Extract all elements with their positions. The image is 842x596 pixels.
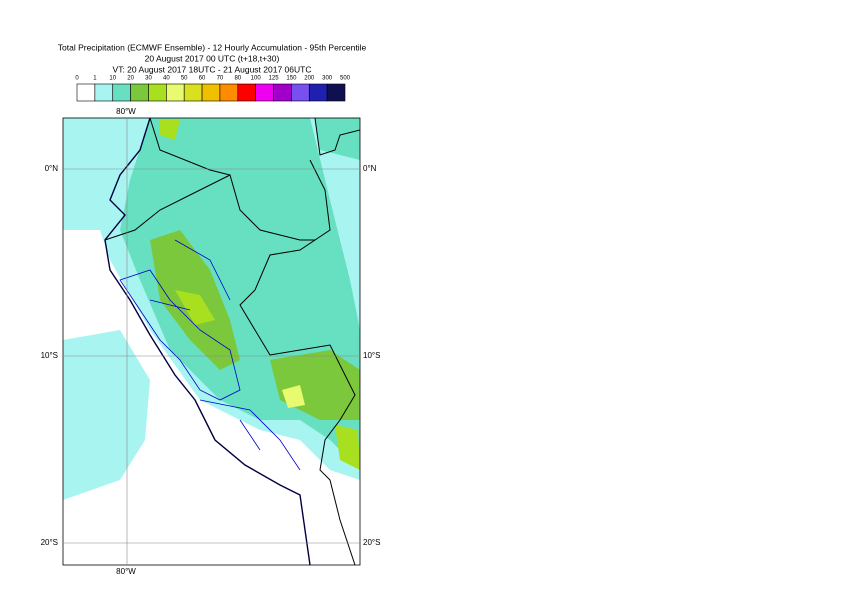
border [149, 118, 360, 241]
legend-label: 10 [109, 76, 116, 82]
legend-swatch [183, 83, 203, 102]
lat-label: 10°S [363, 351, 380, 360]
subtitle: 20 August 2017 00 UTC (t+18,t+30) [145, 53, 280, 63]
legend-swatch [219, 83, 239, 102]
legend-swatch [130, 83, 149, 102]
legend-label: 150 [286, 76, 297, 82]
lat-label: 0°N [45, 164, 59, 173]
legend: 0 1 10 20 30 40 50 60 70 80 100 125 150 200 300 500 [75, 76, 351, 102]
legend-swatch [291, 83, 310, 102]
border [104, 174, 356, 565]
legend-swatch [237, 83, 256, 102]
legend-swatch [94, 83, 114, 102]
precip-area [315, 118, 360, 160]
legend-label: 300 [322, 76, 333, 82]
lat-label: 10°S [41, 351, 58, 360]
coastline [104, 118, 311, 565]
precip-area [335, 425, 360, 470]
lon-label: 80°W [116, 567, 136, 576]
legend-label: 0 [75, 76, 79, 82]
subtitle: VT: 20 August 2017 18UTC - 21 August 201… [113, 64, 312, 74]
legend-swatch [326, 83, 346, 102]
legend-label: 100 [251, 76, 262, 82]
region-boundary [119, 239, 301, 471]
lat-label: 0°N [363, 164, 377, 173]
precip-area [160, 120, 180, 140]
legend-label: 125 [269, 76, 280, 82]
precip-area [175, 290, 215, 325]
legend-label: 80 [234, 76, 241, 82]
legend-swatch [112, 83, 131, 102]
map: 80°W 80°W 0°N 10°S 20°S 0°N 10°S 20°S [41, 107, 381, 576]
legend-label: 500 [340, 76, 351, 82]
legend-swatch [166, 83, 185, 102]
legend-swatch [148, 83, 167, 102]
legend-label: 200 [304, 76, 315, 82]
legend-label: 60 [199, 76, 206, 82]
legend-swatch [255, 83, 274, 102]
legend-label: 20 [127, 76, 134, 82]
legend-label: 50 [181, 76, 188, 82]
legend-label: 1 [93, 76, 97, 82]
legend-label: 70 [217, 76, 224, 82]
title: Total Precipitation (ECMWF Ensemble) - 1… [58, 42, 367, 52]
legend-swatch [308, 83, 328, 102]
legend-swatch [273, 83, 292, 102]
legend-swatch [76, 83, 96, 102]
lat-label: 20°S [41, 538, 58, 547]
lon-label: 80°W [116, 107, 136, 116]
lat-label: 20°S [363, 538, 380, 547]
precip-area [282, 385, 305, 408]
map-frame [62, 117, 361, 566]
graticule [63, 118, 360, 565]
legend-swatch [201, 83, 221, 102]
legend-label: 40 [163, 76, 170, 82]
legend-label: 30 [145, 76, 152, 82]
precip-area [63, 330, 150, 500]
